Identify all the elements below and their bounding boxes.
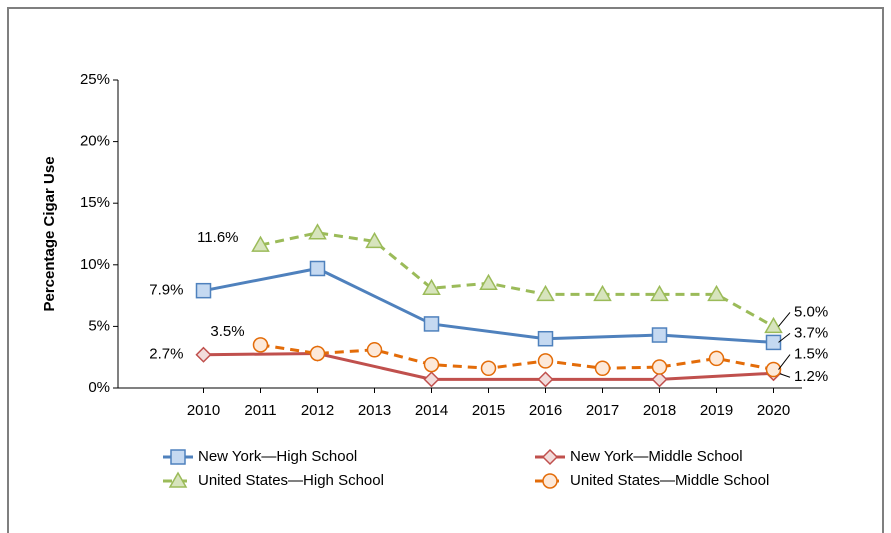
legend-marker (168, 471, 188, 488)
data-label: 3.7% (794, 324, 828, 341)
x-tick-label: 2010 (187, 402, 220, 419)
x-tick-label: 2016 (529, 402, 562, 419)
data-point (650, 284, 669, 302)
data-point (252, 337, 269, 353)
legend-label: New York—Middle School (570, 448, 743, 465)
data-point (308, 223, 327, 240)
x-tick-label: 2018 (643, 402, 676, 419)
data-label: 11.6% (197, 229, 238, 246)
series-line (203, 352, 774, 381)
data-point (365, 231, 384, 249)
data-point (309, 260, 326, 277)
data-point (764, 316, 783, 334)
x-tick-label: 2019 (700, 402, 733, 419)
data-point (366, 342, 383, 358)
data-point (536, 284, 555, 302)
data-point (537, 353, 554, 369)
data-point (593, 284, 612, 302)
data-point (651, 371, 668, 388)
legend-label: United States—High School (198, 472, 384, 489)
data-point (651, 327, 668, 343)
data-point (422, 278, 441, 295)
legend-marker (542, 473, 558, 489)
series-line (203, 266, 774, 344)
data-point (708, 350, 725, 367)
x-tick-label: 2015 (472, 402, 505, 419)
y-tick-label: 10% (80, 256, 110, 273)
data-point (765, 334, 782, 351)
data-point (537, 330, 554, 347)
chart-frame (7, 7, 884, 533)
data-label: 3.5% (210, 323, 244, 340)
series-line (260, 343, 774, 371)
data-point (423, 356, 440, 373)
leader-line (778, 354, 791, 370)
y-tick-label: 15% (80, 194, 110, 211)
data-label: 5.0% (794, 303, 828, 320)
legend-marker (541, 448, 559, 466)
data-point (651, 359, 668, 375)
data-point (309, 345, 326, 362)
x-tick-label: 2014 (415, 402, 448, 419)
data-point (594, 360, 611, 377)
data-label: 7.9% (149, 282, 183, 299)
legend-marker (170, 449, 186, 465)
x-tick-label: 2017 (586, 402, 619, 419)
x-tick-label: 2011 (244, 402, 276, 419)
data-point (423, 316, 440, 332)
data-point (537, 371, 554, 388)
data-point (195, 282, 212, 299)
data-point (707, 284, 726, 302)
data-point (480, 360, 497, 377)
y-tick-label: 5% (88, 317, 110, 334)
x-tick-label: 2013 (358, 402, 391, 419)
leader-line (778, 372, 791, 378)
data-point (251, 235, 270, 252)
x-tick-label: 2012 (301, 402, 334, 419)
series-line (260, 231, 775, 328)
legend-label: United States—Middle School (570, 472, 769, 489)
y-tick-label: 0% (88, 379, 110, 396)
x-tick-label: 2020 (757, 402, 790, 419)
y-tick-label: 20% (80, 133, 110, 150)
leader-line (778, 312, 791, 327)
data-label: 2.7% (149, 346, 183, 363)
data-point (195, 346, 212, 363)
data-point (423, 371, 440, 388)
leader-line (778, 333, 791, 343)
data-point (479, 273, 498, 291)
legend-label: New York—High School (198, 448, 357, 465)
y-axis-label: Percentage Cigar Use (41, 156, 58, 311)
y-tick-label: 25% (80, 71, 110, 88)
data-label: 1.5% (794, 345, 828, 362)
data-point (765, 361, 782, 378)
data-label: 1.2% (794, 368, 828, 385)
